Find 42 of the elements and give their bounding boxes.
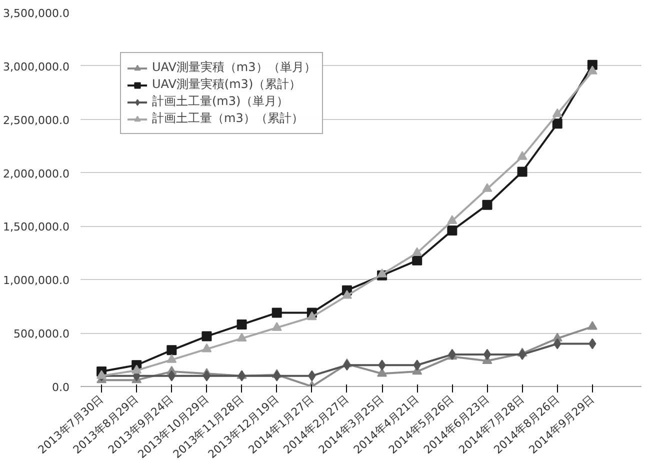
point [483,348,492,360]
point [587,66,598,74]
point [587,320,598,330]
point [412,255,422,266]
point [166,345,177,356]
point [238,370,246,382]
point [518,348,526,360]
legend-label: UAV測量実積（m3）（単月） [152,59,316,76]
point [517,151,528,160]
y-tick-label: 2,000,000.0 [3,167,70,180]
point [482,183,492,192]
point [377,368,388,377]
y-tick-label: 3,000,000.0 [3,60,70,74]
legend-label: 計画土工量(m3)（単月） [152,93,289,110]
point [272,308,282,318]
y-tick-label: 1,500,000.0 [3,220,70,234]
point [552,108,562,118]
point [202,370,211,382]
point [96,370,107,379]
point [517,166,528,177]
y-tick-label: 0.0 [52,381,70,394]
y-tick-label: 500,000.0 [14,328,70,341]
point [552,118,562,129]
point [166,354,177,363]
point [342,290,352,299]
point [202,331,212,342]
point [482,200,492,210]
legend-label: 計画土工量（m3）（累計） [152,110,304,127]
point [447,225,458,236]
y-tick-label: 3,500,000.0 [3,7,70,20]
point [236,332,247,342]
point [132,364,142,374]
y-tick-label: 2,500,000.0 [3,114,70,127]
point [236,320,247,330]
point [272,322,282,331]
point [306,311,317,320]
point [202,343,212,352]
y-tick-label: 1,000,000.0 [3,274,70,288]
point [377,268,388,278]
point [412,247,422,256]
legend-label: UAV測量実積(m3)（累計） [152,76,302,93]
point [447,215,458,224]
